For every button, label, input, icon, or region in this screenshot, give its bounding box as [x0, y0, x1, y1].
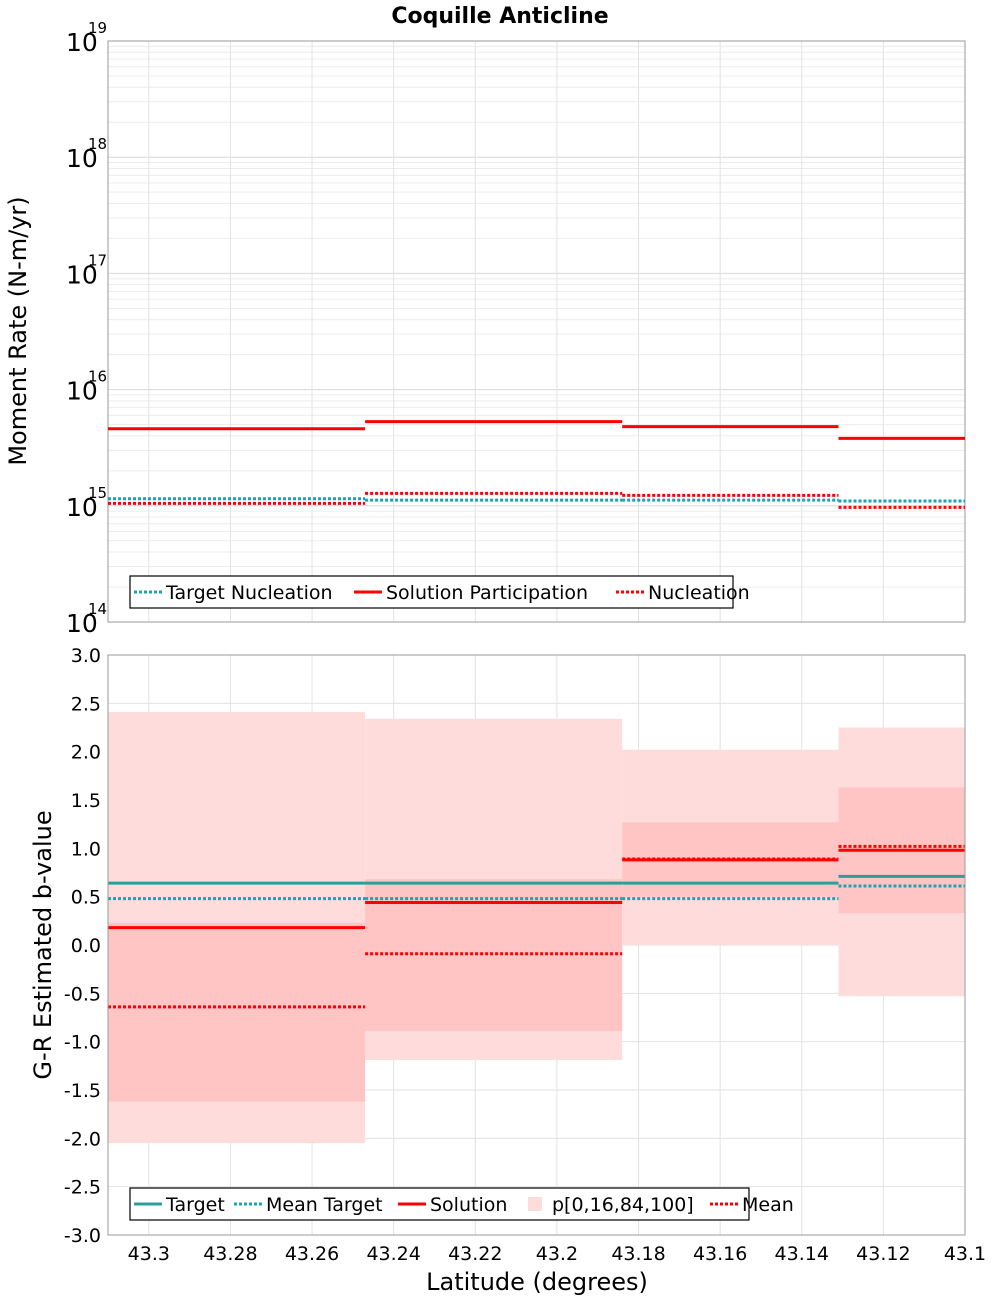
y-tick-label: 1.0: [71, 838, 101, 860]
x-tick-label: 43.3: [128, 1243, 170, 1265]
legend-box: [129, 1187, 750, 1221]
y-tick-base: 10: [66, 144, 98, 173]
legend-label: Solution Participation: [386, 582, 588, 604]
y-tick-exponent: 19: [88, 19, 107, 37]
x-tick-label: 43.1: [944, 1243, 986, 1265]
y-tick-label: -1.0: [64, 1032, 101, 1054]
y-tick-exponent: 17: [88, 251, 107, 269]
x-axis-label: Latitude (degrees): [426, 1268, 648, 1296]
x-tick-label: 43.18: [611, 1243, 665, 1265]
y-tick-exponent: 15: [88, 484, 107, 502]
legend-label: Solution: [430, 1194, 507, 1216]
x-tick-label: 43.24: [366, 1243, 420, 1265]
x-tick-label: 43.22: [448, 1243, 502, 1265]
y-tick-base: 10: [66, 609, 98, 638]
y-axis-label: Moment Rate (N-m/yr): [4, 196, 32, 465]
y-tick-exponent: 18: [88, 135, 107, 153]
legend-label: Target Nucleation: [165, 582, 333, 604]
x-tick-label: 43.2: [536, 1243, 578, 1265]
y-tick-base: 10: [66, 28, 98, 57]
b-value-panel: -3.0 -2.5 -2.0 -1.5 -1.0 -0.5 0.0 0.5 1.0 1.5 2.0 2…: [29, 645, 986, 1296]
legend-label: p[0,16,84,100]: [552, 1194, 694, 1216]
legend-swatch: [528, 1197, 542, 1211]
legend-label: Nucleation: [648, 582, 750, 604]
y-tick-label: 2.5: [71, 693, 101, 715]
percentile-band-p16-p84: [108, 922, 366, 1102]
y-tick-label: 1.5: [71, 790, 101, 812]
y-tick-label: 0.0: [71, 935, 101, 957]
y-tick-exponent: 16: [88, 368, 107, 386]
legend-label: Mean Target: [266, 1194, 383, 1216]
x-tick-label: 43.12: [856, 1243, 910, 1265]
y-tick-label: -2.5: [64, 1177, 101, 1199]
y-tick-label: -0.5: [64, 983, 101, 1005]
y-tick-exponent: 14: [88, 600, 107, 618]
legend: Target Mean Target Solution p[0,16,84,100] M…: [129, 1187, 794, 1221]
y-tick-label: 2.0: [71, 742, 101, 764]
y-tick-base: 10: [66, 260, 98, 289]
chart-title: Coquille Anticline: [391, 4, 608, 29]
legend-label: Target: [165, 1194, 225, 1216]
plot-frame: [107, 40, 966, 623]
y-tick-label: -2.0: [64, 1128, 101, 1150]
y-tick-label: 0.5: [71, 887, 101, 909]
y-axis-label: G-R Estimated b-value: [29, 810, 57, 1079]
legend-label: Mean: [742, 1194, 794, 1216]
y-tick-base: 10: [66, 493, 98, 522]
x-tick-label: 43.28: [203, 1243, 257, 1265]
x-tick-label: 43.14: [775, 1243, 829, 1265]
x-tick-label: 43.26: [285, 1243, 339, 1265]
y-tick-base: 10: [66, 377, 98, 406]
plot-frame: [107, 654, 966, 1236]
legend: Target Nucleation Solution Participation N…: [129, 575, 750, 609]
y-tick-label: -3.0: [64, 1225, 101, 1247]
y-tick-label: -1.5: [64, 1080, 101, 1102]
y-tick-label: 3.0: [71, 645, 101, 667]
x-tick-label: 43.16: [693, 1243, 747, 1265]
